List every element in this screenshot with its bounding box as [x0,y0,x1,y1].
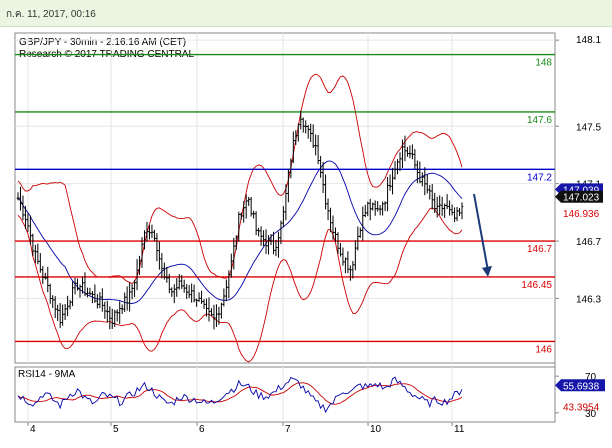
price-tag-text-147.023: 147.023 [563,193,600,204]
x-tick-label: 5 [113,424,119,435]
y-tick-label: 146.3 [576,294,601,305]
x-tick-label: 10 [370,424,382,435]
rsi-tick-label: 70 [585,372,597,383]
rsi-title: RSI14 - 9MA [18,369,76,380]
date-text: ก.ค. 11, 2017, 00:16 [6,9,96,20]
y-tick-label: 146.7 [576,237,601,248]
level-label-148: 148 [535,58,552,69]
bollinger-upper-band [17,73,463,285]
date-header: ก.ค. 11, 2017, 00:16 [0,0,612,27]
rsi-value-tag [555,379,605,392]
rsi-ma-value-text: 43.3954 [563,403,600,414]
rsi-ma-line [17,382,463,405]
price-tag-text-146.936: 146.936 [563,209,600,220]
y-tick-label: 148.1 [576,35,601,46]
rsi-line [17,376,463,414]
level-label-146: 146 [535,344,552,355]
bollinger-lower-band [17,207,463,363]
price-tag-146.936 [555,207,603,220]
forecast-arrow-shaft [473,193,489,272]
rsi-tick-label: 30 [585,409,597,420]
x-tick-label: 4 [30,424,36,435]
level-label-146.7: 146.7 [527,244,552,255]
x-tick-label: 7 [285,424,291,435]
rsi-plot-frame [14,366,556,423]
x-tick-label: 6 [199,424,205,435]
x-tick-label: 11 [454,424,465,435]
chart-title: GBP/JPY - 30min - 2:16:16 AM (CET) [19,37,186,48]
level-label-147.6: 147.6 [527,115,552,126]
price-tag-147.023 [555,190,603,203]
forecast-arrow-head [482,265,492,277]
rsi-value-text: 55.6938 [563,381,600,392]
level-label-146.45: 146.45 [521,280,552,291]
y-tick-label: 147.5 [576,122,601,133]
level-label-147.2: 147.2 [527,172,552,183]
